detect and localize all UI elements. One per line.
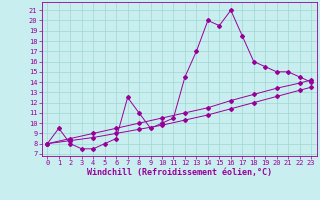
X-axis label: Windchill (Refroidissement éolien,°C): Windchill (Refroidissement éolien,°C) [87,168,272,177]
